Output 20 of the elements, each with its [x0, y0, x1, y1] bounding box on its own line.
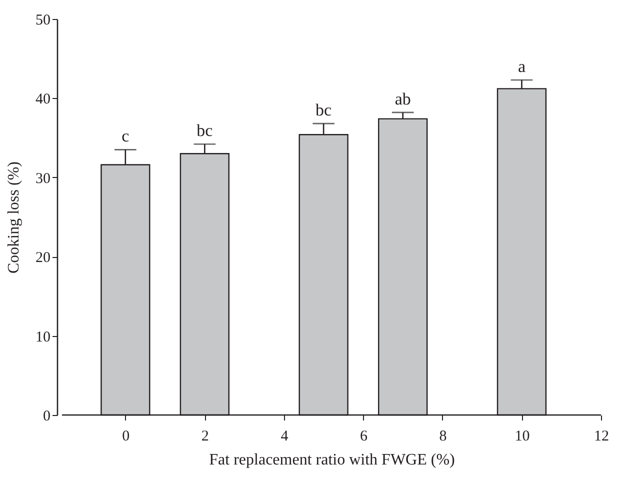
y-tick-label: 20 [36, 250, 50, 266]
x-tick-label: 10 [514, 428, 530, 444]
annotation: a [518, 56, 526, 76]
x-tick-label: 2 [201, 428, 209, 444]
annotation: bc [316, 100, 332, 120]
annotation: ab [394, 89, 411, 108]
y-tick-label: 50 [36, 12, 50, 28]
annotation: bc [196, 121, 214, 140]
x-tick-label: 8 [439, 428, 447, 444]
y-tick-label: 0 [43, 408, 50, 424]
x-tick-label: 4 [280, 428, 289, 444]
x-tick-label: 0 [122, 428, 130, 444]
y-tick-label: 30 [36, 170, 50, 187]
annotation: c [122, 126, 130, 146]
y-tick-label: 40 [36, 92, 50, 108]
y-axis-title: Cooking loss (%) [6, 162, 22, 274]
x-tick-label: 12 [594, 428, 609, 444]
y-tick-label: 10 [36, 329, 50, 346]
x-tick-label: 6 [360, 428, 368, 444]
x-axis-title: Fat replacement ratio with FWGE (%) [209, 452, 455, 468]
